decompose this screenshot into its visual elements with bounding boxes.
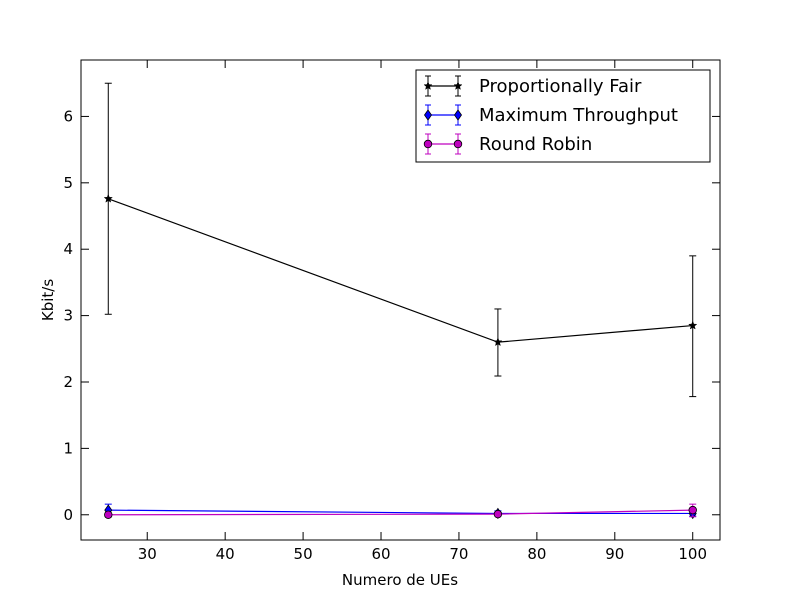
data-point: [493, 509, 503, 519]
legend-item: Proportionally Fair: [423, 75, 642, 97]
x-tick-label: 40: [216, 545, 235, 563]
legend-marker: [423, 81, 433, 90]
x-axis-label: Numero de UEs: [342, 571, 458, 589]
x-tick-label: 50: [294, 545, 313, 563]
legend-label: Round Robin: [479, 134, 592, 155]
x-tick-label: 80: [527, 545, 546, 563]
x-tick-label: 100: [678, 545, 707, 563]
y-tick-label: 0: [63, 506, 73, 524]
y-tick-label: 6: [63, 107, 73, 125]
data-point: [688, 320, 698, 330]
data-point: [104, 510, 113, 519]
legend-marker: [454, 109, 462, 121]
x-tick-label: 30: [138, 545, 157, 563]
series-proportionally-fair: [103, 82, 698, 398]
data-point: [493, 337, 503, 347]
data-point: [103, 193, 113, 203]
legend-item: Round Robin: [423, 133, 592, 155]
legend-item: Maximum Throughput: [424, 104, 678, 126]
x-tick-label: 70: [449, 545, 468, 563]
x-tick-label: 60: [371, 545, 390, 563]
legend-label: Maximum Throughput: [479, 105, 678, 126]
axes-frame: [80, 59, 721, 541]
x-tick-label: 90: [605, 545, 624, 563]
y-tick-label: 5: [63, 174, 73, 192]
legend-marker: [453, 81, 463, 90]
legend-marker: [453, 139, 463, 149]
series-round-robin: [104, 503, 697, 519]
y-tick-label: 4: [63, 240, 73, 258]
y-tick-label: 1: [63, 439, 73, 457]
legend-marker: [424, 109, 432, 121]
legend-marker: [423, 139, 433, 149]
y-tick-label: 2: [63, 373, 73, 391]
plot-area: 30 40 50 60 70 80 90 100 0 1 2 3 4 5 6: [63, 59, 721, 563]
y-tick-label: 3: [63, 307, 73, 325]
legend-box: [415, 69, 711, 163]
y-axis-label: Kbit/s: [39, 279, 57, 321]
legend-label: Proportionally Fair: [479, 76, 642, 97]
legend: Proportionally Fair Maximum Throughput Rou…: [415, 69, 711, 163]
data-point: [688, 505, 697, 515]
